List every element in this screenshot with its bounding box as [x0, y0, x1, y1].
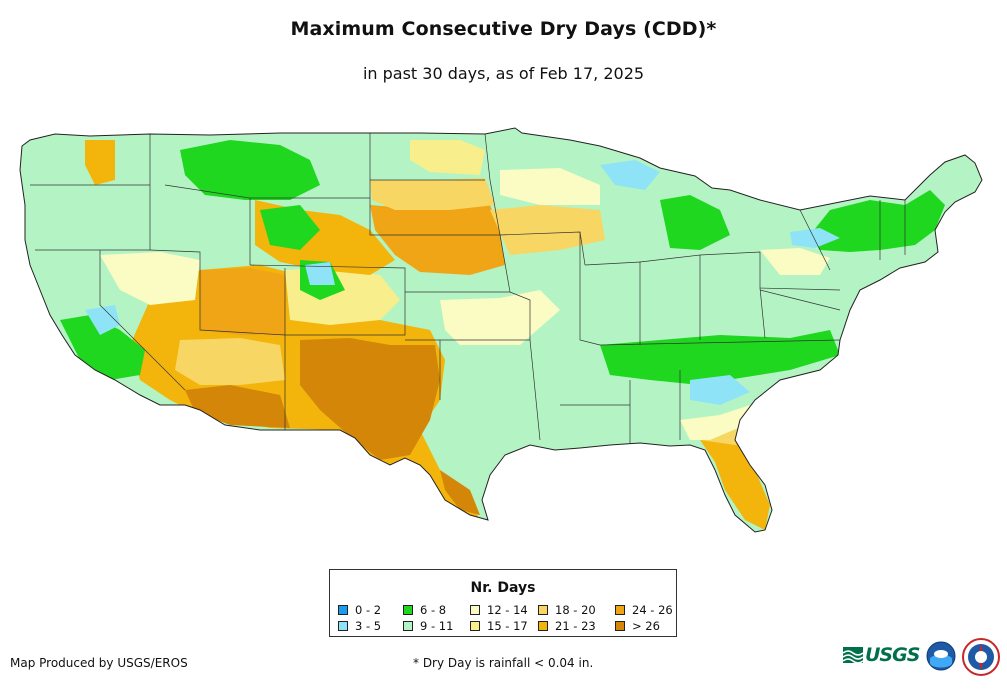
legend-title: Nr. Days: [470, 580, 536, 596]
noaa-logo-icon: [926, 641, 956, 671]
legend-item: 0 - 2: [338, 603, 381, 617]
gulf-light-zone: [680, 405, 750, 440]
wet-zone-montana: [180, 140, 320, 200]
legend-label: 15 - 17: [487, 619, 528, 633]
legend-swatch: [470, 621, 480, 631]
legend-item: 6 - 8: [403, 603, 446, 617]
very-dry-zone-south-tx: [440, 470, 480, 515]
legend-box: Nr. Days 0 - 2 3 - 5 6 - 8 9 - 11 12 - 14 15 …: [329, 569, 677, 637]
legend-item: 3 - 5: [338, 619, 381, 633]
very-wet-zone-michigan: [600, 160, 660, 190]
legend-item: 21 - 23: [538, 619, 596, 633]
legend-label: 3 - 5: [355, 619, 382, 633]
legend-item: 18 - 20: [538, 603, 596, 617]
light-zone-oregon-east: [85, 140, 115, 185]
usgs-logo: USGS: [842, 642, 920, 668]
light-zone-iowa-mn: [490, 205, 605, 255]
legend-swatch: [403, 621, 413, 631]
florida-dry: [700, 440, 770, 530]
legend-item: 9 - 11: [403, 619, 453, 633]
legend-label: > 26: [632, 619, 660, 633]
cdd-map: [19, 127, 983, 533]
legend-swatch: [538, 605, 548, 615]
legend-label: 18 - 20: [555, 603, 596, 617]
map-subtitle: in past 30 days, as of Feb 17, 2025: [362, 64, 645, 83]
light-zone-wisconsin: [500, 168, 600, 205]
legend-label: 12 - 14: [487, 603, 528, 617]
dry-day-footnote: * Dry Day is rainfall < 0.04 in.: [413, 656, 594, 670]
wet-zone-california: [60, 315, 145, 380]
dry-zone-utah: [200, 268, 285, 335]
dry-zone-nevada: [100, 252, 200, 305]
very-wet-zone-utah: [305, 262, 335, 285]
light-zone-nd: [410, 140, 485, 175]
legend-item: 24 - 26: [615, 603, 673, 617]
legend-swatch: [338, 621, 348, 631]
moderate-zone-az: [175, 338, 285, 385]
legend-label: 6 - 8: [420, 603, 447, 617]
legend-swatch: [470, 605, 480, 615]
pa-light-zone: [760, 248, 830, 275]
legend-item: > 26: [615, 619, 660, 633]
very-wet-zone-southeast: [690, 375, 750, 405]
nws-logo-icon: [962, 638, 1000, 676]
legend-swatch: [403, 605, 413, 615]
very-dry-zone-nm-tx: [300, 338, 440, 460]
legend-swatch: [538, 621, 548, 631]
very-wet-zone-california: [85, 305, 120, 335]
legend-item: 15 - 17: [470, 619, 528, 633]
legend-label: 0 - 2: [355, 603, 382, 617]
wet-zone-michigan: [660, 195, 730, 250]
legend-label: 9 - 11: [420, 619, 454, 633]
very-wet-zone-ny: [790, 228, 840, 248]
legend-swatch: [338, 605, 348, 615]
legend-item: 12 - 14: [470, 603, 528, 617]
usgs-text: USGS: [865, 644, 920, 666]
legend-label: 24 - 26: [632, 603, 673, 617]
credit-text: Map Produced by USGS/EROS: [10, 656, 188, 670]
usgs-wave-icon: [842, 645, 864, 665]
moderate-zone-dakotas: [370, 178, 495, 210]
legend-label: 21 - 23: [555, 619, 596, 633]
wet-zone-northeast: [810, 190, 945, 252]
dry-zone-nebraska: [370, 205, 505, 275]
map-title: Maximum Consecutive Dry Days (CDD)*: [290, 18, 717, 40]
wet-zone-wyoming: [260, 205, 320, 250]
legend-swatch: [615, 605, 625, 615]
legend-swatch: [615, 621, 625, 631]
